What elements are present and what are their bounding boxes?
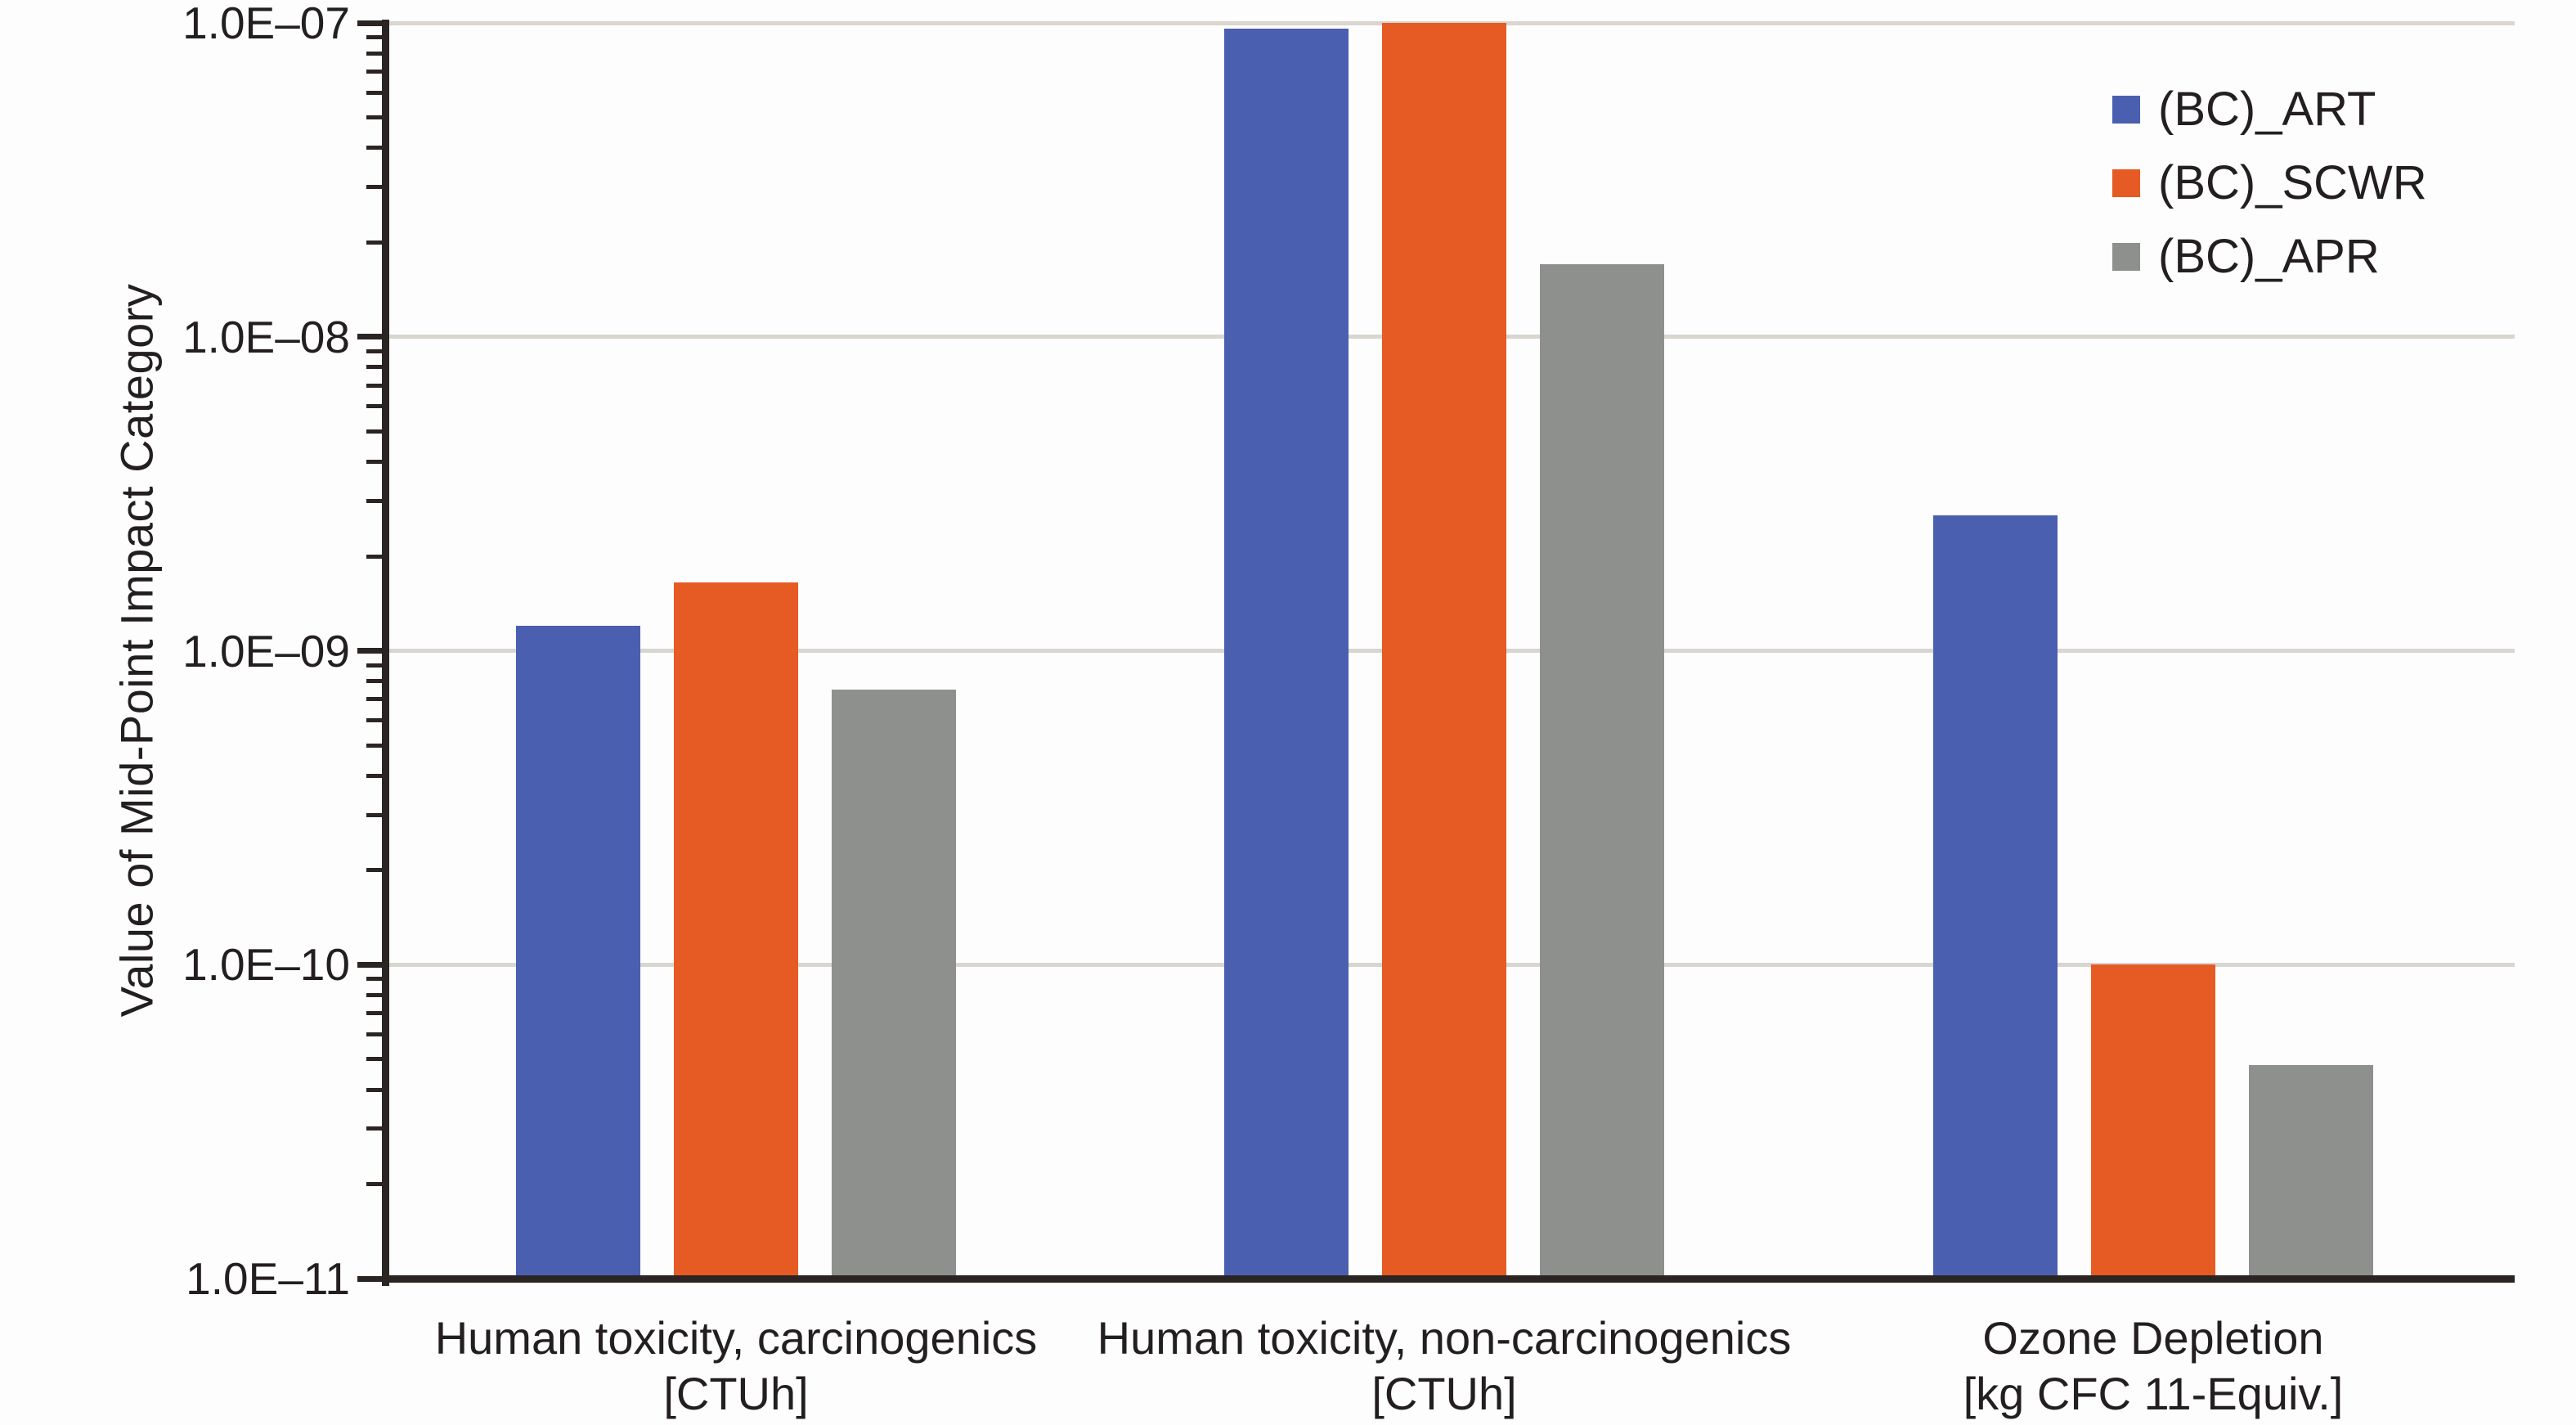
y-minor-tick [366,429,382,434]
y-minor-tick [366,146,382,151]
y-minor-tick [366,404,382,409]
legend-entry-(BC)_SCWR: (BC)_SCWR [2112,155,2427,210]
bar-(BC)_ART-cat0 [516,626,640,1279]
y-tick-label: 1.0E–10 [182,939,350,991]
y-minor-tick [366,365,382,370]
y-minor-tick [366,812,382,817]
bar-(BC)_APR-cat1 [1540,264,1664,1279]
legend-entry-(BC)_ART: (BC)_ART [2112,82,2376,137]
y-minor-tick [366,383,382,388]
y-minor-tick [366,697,382,702]
category-unit: [kg CFC 11-Equiv.] [1963,1368,2344,1419]
y-major-tick [357,648,382,654]
y-axis-line [382,20,389,1286]
legend-label: (BC)_SCWR [2158,156,2427,209]
category-unit: [CTUh] [1371,1368,1517,1419]
y-tick-label: 1.0E–11 [186,1253,350,1304]
y-tick-label: 1.0E–07 [182,0,350,48]
y-minor-tick [366,51,382,56]
y-minor-tick [366,35,382,40]
x-category-label-2: Human toxicity, non-carcinogenics [CTUh] [913,1310,1976,1422]
y-minor-tick [366,977,382,982]
bar-(BC)_APR-cat0 [832,690,956,1279]
x-axis-line [382,1275,2515,1283]
y-minor-tick [366,1011,382,1016]
y-minor-tick [366,773,382,778]
bar-(BC)_SCWR-cat0 [674,582,798,1279]
y-minor-tick [366,69,382,74]
legend-label: (BC)_APR [2158,230,2380,283]
y-minor-tick [366,1087,382,1092]
bar-(BC)_SCWR-cat2 [2091,964,2215,1279]
bar-(BC)_SCWR-cat1 [1382,23,1506,1279]
y-minor-tick [366,498,382,503]
category-name: Ozone Depletion [1982,1312,2324,1364]
y-minor-tick [366,1126,382,1131]
legend-label: (BC)_ART [2158,83,2376,136]
y-tick-label: 1.0E–09 [182,625,350,677]
y-tick-label: 1.0E–08 [182,311,350,362]
y-minor-tick [366,348,382,353]
y-major-tick [357,1275,382,1282]
y-minor-tick [366,1057,382,1062]
bar-(BC)_APR-cat2 [2249,1064,2373,1279]
y-minor-tick [366,115,382,119]
bar-(BC)_ART-cat2 [1933,515,2058,1279]
y-minor-tick [366,718,382,723]
legend-entry-(BC)_APR: (BC)_APR [2112,229,2380,284]
category-unit: [CTUh] [663,1368,809,1419]
x-category-label-3: Ozone Depletion [kg CFC 11-Equiv.] [1622,1310,2576,1422]
y-major-tick [357,334,382,340]
y-minor-tick [366,185,382,190]
y-minor-tick [366,554,382,559]
y-minor-tick [366,240,382,245]
legend-swatch-icon [2112,242,2140,271]
bar-(BC)_ART-cat1 [1224,28,1349,1279]
y-major-tick [357,20,382,26]
category-name: Human toxicity, non-carcinogenics [1097,1312,1792,1364]
category-name: Human toxicity, carcinogenics [434,1312,1038,1364]
y-minor-tick [366,90,382,95]
y-minor-tick [366,1032,382,1036]
y-major-tick [357,961,382,968]
legend-swatch-icon [2112,169,2140,197]
y-minor-tick [366,460,382,464]
y-minor-tick [366,663,382,668]
y-minor-tick [366,992,382,997]
x-category-label-1: Human toxicity, carcinogenics [CTUh] [204,1310,1268,1422]
y-minor-tick [366,743,382,748]
y-minor-tick [366,1182,382,1186]
y-minor-tick [366,868,382,873]
legend-swatch-icon [2112,95,2140,124]
y-minor-tick [366,679,382,684]
